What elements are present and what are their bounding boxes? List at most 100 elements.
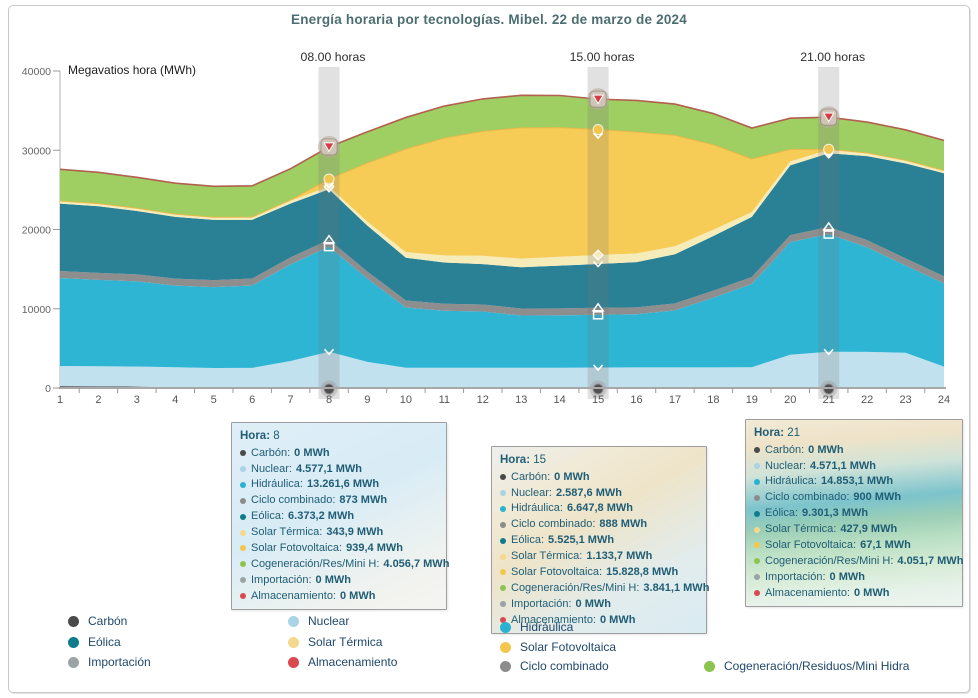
y-tick-label: 20000 [22,225,51,237]
x-tick-label: 14 [554,394,566,406]
series-color-dot [500,489,506,496]
x-tick-label: 3 [134,394,140,406]
tooltip-series-value: 15.828,8 MWh [606,566,679,579]
x-tick-label: 12 [477,394,489,406]
marker-diamond-solar-termica [592,249,604,261]
series-color-dot [240,561,246,568]
x-tick-label: 2 [95,394,101,406]
area-cogeneracion [60,95,944,218]
tooltip-row-importacion: Importación: 0 MWh [754,570,954,585]
tooltip-series-value: 900 MWh [853,491,902,504]
tooltip-row-ciclo: Ciclo combinado: 873 MWh [240,493,438,508]
area-nuclear [60,351,944,388]
series-color-dot [240,545,246,552]
tooltip-series-value: 0 MWh [600,613,636,626]
tooltip-series-label: Eólica: [765,507,799,520]
tooltip-row-eolica: Eólica: 6.373,2 MWh [240,509,438,524]
series-color-dot [240,449,246,456]
x-tick-label: 17 [669,394,681,406]
legend-item-solar_termica[interactable]: Solar Térmica [288,635,382,649]
legend-item-almacenamiento[interactable]: Almacenamiento [288,655,397,669]
series-color-dot [754,510,760,517]
marker-chevron [823,348,834,356]
legend-item-nuclear[interactable]: Nuclear [288,614,349,628]
tooltip-series-value: 939,4 MWh [346,542,403,555]
tooltip-row-carbon: Carbón: 0 MWh [240,446,438,461]
tooltip-series-label: Eólica: [511,534,545,547]
legend-item-carbon[interactable]: Carbón [68,614,127,628]
time-marker-label-8: 08.00 horas [300,50,366,64]
legend-item-cogeneracion[interactable]: Cogeneración/Residuos/Mini Hidra [704,659,909,673]
tooltip-series-label: Almacenamiento: [765,586,850,599]
area-hidraulica [60,234,944,368]
tooltip-series-label: Solar Térmica: [765,523,837,536]
highlight-band-hour-8 [318,67,340,399]
x-tick-label: 4 [172,394,178,406]
legend-label: Carbón [88,614,128,628]
series-color-dot [500,569,506,576]
series-color-dot [240,465,246,472]
series-color-dot [500,553,506,560]
tooltip-series-value: 4.577,1 MWh [295,462,362,475]
area-solar_fv [60,127,944,259]
area-ciclo [60,226,944,316]
legend-color-dot [68,615,79,627]
tooltip-title: Hora: 15 [500,454,547,466]
legend-item-eolica[interactable]: Eólica [68,635,121,649]
legend-label: Solar Fotovoltaica [520,640,617,654]
legend-item-hidraulica[interactable]: Hidráulica [500,620,573,634]
tooltip-series-value: 343,9 MWh [326,526,384,539]
marker-square-hidraulica [823,230,834,239]
tooltip-row-cogeneracion: Cogeneración/Res/Mini H: 3.841,1 MWh [500,581,709,596]
x-tick-label: 10 [400,394,412,406]
y-tick-label: 30000 [22,145,51,157]
marker-chevron [823,152,834,159]
highlight-band-hour-15 [587,67,609,399]
x-tick-label: 22 [861,394,873,406]
tooltip-row-eolica: Eólica: 9.301,3 MWh [754,506,954,521]
series-color-dot [754,558,760,565]
tooltip-row-almacenamiento: Almacenamiento: 0 MWh [500,613,698,628]
series-color-dot [500,585,506,592]
legend-color-dot [500,641,511,653]
legend-label: Eólica [88,635,121,649]
tooltip-title: Hora: 21 [754,427,801,439]
tooltip-series-label: Hidráulica: [251,478,303,491]
tooltip-series-value: 1.133,7 MWh [586,550,653,563]
series-color-dot [500,505,506,512]
tooltip-series-value: 5.525,1 MWh [548,534,615,547]
tooltip-row-nuclear: Nuclear: 4.571,1 MWh [754,459,954,474]
tooltip-title: Hora: 8 [240,430,280,442]
legend-item-importacion[interactable]: Importación [68,655,151,669]
tooltip-hour-15: Hora: 15 Carbón: 0 MWh Nuclear: 2.587,6 MWh H… [491,446,709,634]
series-color-dot [240,577,246,584]
legend-color-dot [288,615,299,627]
x-tick-label: 18 [707,394,719,406]
tooltip-series-label: Solar Térmica: [511,550,583,563]
y-axis-title: Megavatios hora (MWh) [68,63,197,77]
series-color-dot [240,481,246,488]
tooltip-series-value: 14.853,1 MWh [820,475,894,488]
tooltip-row-solar_fv: Solar Fotovoltaica: 67,1 MWh [754,538,954,553]
marker-triangle-ciclo [822,221,836,231]
tooltip-hour-8: Hora: 8 Carbón: 0 MWh Nuclear: 4.577,1 MWh Hi… [231,422,449,610]
legend-label: Ciclo combinado [520,659,609,673]
tooltip-series-label: Carbón: [511,470,551,483]
series-color-dot [754,462,760,469]
series-color-dot [754,494,760,501]
marker-chevron [592,260,604,268]
tooltip-row-solar_termica: Solar Térmica: 427,9 MWh [754,522,954,537]
legend-item-ciclo[interactable]: Ciclo combinado [500,659,609,673]
tooltip-series-value: 0 MWh [294,446,330,459]
series-color-dot [500,473,506,480]
tooltip-row-cogeneracion: Cogeneración/Res/Mini H: 4.051,7 MWh [754,554,963,569]
tooltip-series-value: 67,1 MWh [860,539,911,552]
tooltip-row-importacion: Importación: 0 MWh [500,597,698,612]
legend-item-solar_fv[interactable]: Solar Fotovoltaica [500,640,616,654]
marker-red-triangle-icon [822,112,835,123]
tooltip-series-label: Solar Fotovoltaica: [251,542,343,555]
tooltip-series-label: Almacenamiento: [511,613,596,626]
tooltip-series-value: 427,9 MWh [840,523,898,536]
series-color-dot [500,617,506,624]
